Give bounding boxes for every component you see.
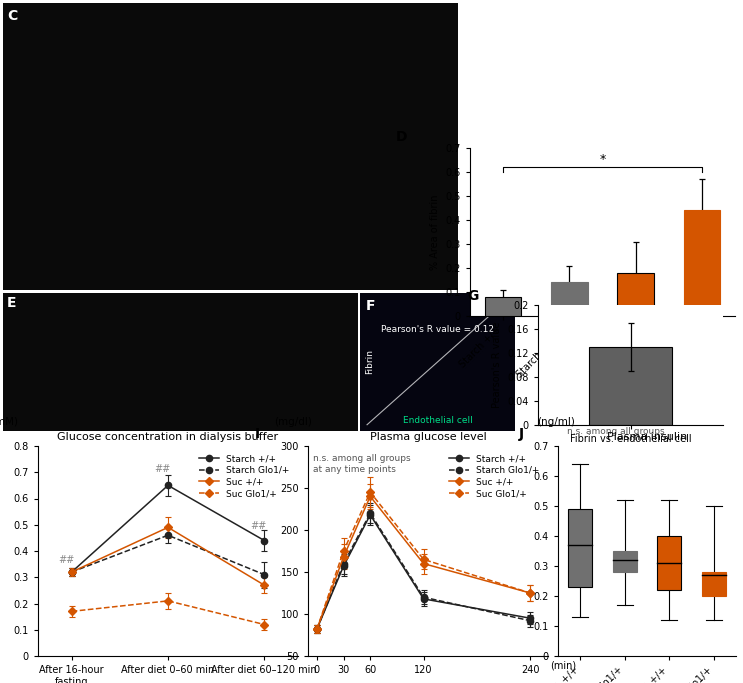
Title: Plasma glucose level: Plasma glucose level [369, 432, 487, 443]
Text: ##: ## [154, 464, 170, 473]
Bar [589, 347, 672, 425]
Text: E: E [7, 296, 16, 310]
Legend: Starch +/+, Starch Glo1/+, Suc +/+, Suc Glo1/+: Starch +/+, Starch Glo1/+, Suc +/+, Suc … [196, 451, 293, 502]
Text: ##: ## [58, 555, 74, 566]
Bar [551, 282, 588, 316]
Text: n.s. among all groups: n.s. among all groups [567, 428, 664, 436]
Legend: Starch +/+, Starch Glo1/+, Suc +/+, Suc Glo1/+: Starch +/+, Starch Glo1/+, Suc +/+, Suc … [446, 451, 543, 502]
Bar [485, 297, 522, 316]
Bar [617, 273, 654, 316]
Y-axis label: % Area of fibrin: % Area of fibrin [430, 194, 440, 270]
Title: Plasma insulin: Plasma insulin [607, 432, 687, 443]
Y-axis label: Pearson's R value: Pearson's R value [492, 322, 502, 408]
Text: n.s. among all groups
at any time points: n.s. among all groups at any time points [313, 454, 410, 474]
Bar [701, 572, 726, 596]
Bar [657, 536, 681, 590]
Text: I: I [255, 427, 260, 441]
Title: Glucose concentration in dialysis buffer: Glucose concentration in dialysis buffer [57, 432, 279, 443]
Text: Pearson's R value = 0.12: Pearson's R value = 0.12 [381, 324, 494, 333]
Text: *: * [600, 153, 606, 166]
Bar [612, 551, 637, 572]
Text: D: D [396, 130, 407, 144]
Text: F: F [366, 298, 376, 313]
Text: G: G [467, 289, 479, 303]
Text: (mg/dl): (mg/dl) [274, 417, 312, 427]
Text: (min): (min) [551, 660, 577, 671]
Bar [684, 210, 720, 316]
Bar [568, 509, 592, 587]
Text: Endothelial cell: Endothelial cell [403, 417, 473, 426]
Text: Fibrin: Fibrin [365, 350, 374, 374]
Text: C: C [7, 9, 18, 23]
Text: J: J [519, 427, 524, 441]
Text: ##: ## [250, 521, 267, 531]
Text: (mM): (mM) [0, 417, 18, 427]
Text: (ng/ml): (ng/ml) [536, 417, 574, 427]
